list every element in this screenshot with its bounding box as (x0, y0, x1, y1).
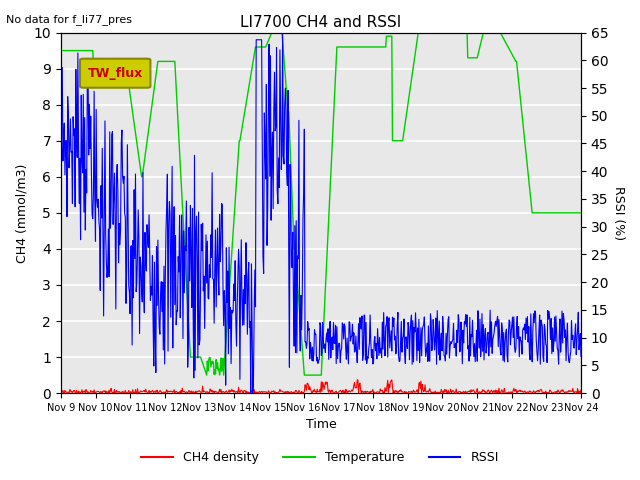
Text: TW_flux: TW_flux (88, 67, 143, 80)
Title: LI7700 CH4 and RSSI: LI7700 CH4 and RSSI (240, 15, 401, 30)
X-axis label: Time: Time (305, 419, 336, 432)
Text: No data for f_li77_pres: No data for f_li77_pres (6, 14, 132, 25)
Y-axis label: RSSI (%): RSSI (%) (612, 186, 625, 240)
Legend: CH4 density, Temperature, RSSI: CH4 density, Temperature, RSSI (136, 446, 504, 469)
FancyBboxPatch shape (80, 59, 150, 88)
Y-axis label: CH4 (mmol/m3): CH4 (mmol/m3) (15, 163, 28, 263)
